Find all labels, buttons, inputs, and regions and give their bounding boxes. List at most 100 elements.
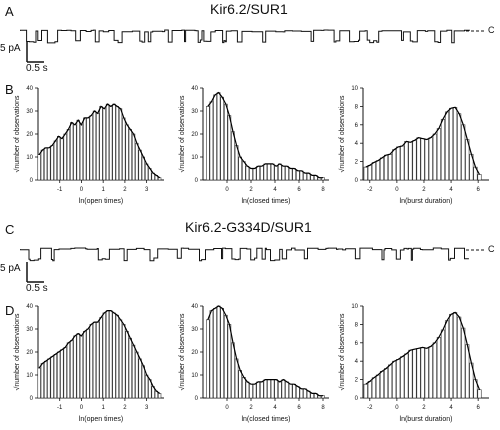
histogram-bar xyxy=(220,308,225,399)
histogram-bar xyxy=(73,124,77,181)
histogram-bar xyxy=(263,379,268,399)
scale-bar-c xyxy=(26,262,44,283)
histogram-bar xyxy=(50,356,54,399)
histogram-bar xyxy=(436,128,441,181)
y-tick-label: 20 xyxy=(26,350,33,356)
histogram-bar xyxy=(99,317,103,399)
histogram-bar xyxy=(292,383,296,399)
panel-label-a: A xyxy=(5,4,14,19)
histogram-bar xyxy=(242,161,246,181)
panel-label-b: B xyxy=(5,82,14,97)
x-tick-label: -1 xyxy=(57,405,63,411)
x-tick-label: 2 xyxy=(249,405,253,411)
histogram-bar xyxy=(105,310,110,399)
histogram-bar xyxy=(216,305,221,399)
histogram-bar xyxy=(135,351,139,399)
histogram-bar xyxy=(303,172,307,181)
x-tick-label: 4 xyxy=(449,187,453,193)
histogram-bar xyxy=(158,177,162,181)
x-axis-label: ln(burst duration) xyxy=(400,416,453,423)
histogram-bar xyxy=(440,329,445,399)
x-tick-label: 8 xyxy=(321,187,325,193)
histogram-bar xyxy=(144,374,149,399)
histogram-bar xyxy=(270,379,275,399)
histogram-bar xyxy=(131,133,136,181)
fit-curve xyxy=(207,305,323,397)
histogram-bar xyxy=(260,165,264,181)
histogram-bar xyxy=(109,106,113,181)
histogram-bar xyxy=(420,138,425,181)
histogram-bar xyxy=(278,381,282,399)
fit-curve xyxy=(365,311,481,390)
x-tick-label: 2 xyxy=(422,405,426,411)
histogram-bar xyxy=(60,138,64,181)
histogram-bar xyxy=(102,108,106,181)
histogram-bar xyxy=(141,365,145,399)
histogram-bar xyxy=(310,175,314,181)
histogram-bar xyxy=(281,379,286,399)
histogram-bar xyxy=(60,349,64,399)
histogram-bar xyxy=(73,335,77,399)
closed-level-marker: C xyxy=(488,244,495,254)
histogram-bar xyxy=(112,312,116,399)
y-axis-label: √number of observations xyxy=(178,313,186,390)
histogram-bar xyxy=(216,92,221,181)
y-tick-label: 30 xyxy=(26,327,33,333)
histogram-bar xyxy=(436,336,441,399)
histogram-bar xyxy=(92,110,97,181)
histogram-bar xyxy=(79,124,84,181)
y-tick-label: 0 xyxy=(195,396,199,402)
histogram-bar xyxy=(408,349,413,399)
y-tick-label: 40 xyxy=(26,304,33,310)
y-axis-label: √number of observations xyxy=(13,313,21,390)
y-tick-label: 10 xyxy=(191,373,198,379)
histogram-bar xyxy=(37,367,41,399)
histogram-bar xyxy=(296,170,300,181)
histogram-bar xyxy=(99,106,103,181)
histogram-bar xyxy=(238,156,243,181)
y-tick-label: 8 xyxy=(355,104,359,110)
x-tick-label: 6 xyxy=(297,187,301,193)
histogram-bar xyxy=(457,113,462,181)
histogram-bar xyxy=(213,308,217,399)
single-channel-trace-mutant xyxy=(20,247,484,262)
histogram-bar xyxy=(158,393,162,399)
x-tick-label: 2 xyxy=(123,405,127,411)
histogram-bar xyxy=(274,165,278,181)
histogram-bar xyxy=(209,310,214,399)
histogram-bar xyxy=(125,330,129,399)
histogram-bar xyxy=(96,112,100,181)
histogram-bar xyxy=(270,163,275,181)
histogram-bar xyxy=(263,163,268,181)
histogram-bar xyxy=(461,124,466,181)
histogram-bar xyxy=(57,351,61,399)
histogram-bar xyxy=(66,342,71,399)
x-tick-label: -2 xyxy=(367,405,373,411)
histogram-bar xyxy=(66,129,71,181)
histogram-bar xyxy=(238,370,243,399)
y-tick-label: 0 xyxy=(30,396,34,402)
x-tick-label: 2 xyxy=(422,187,426,193)
histogram-bar xyxy=(299,388,304,399)
x-tick-label: 3 xyxy=(145,187,149,193)
x-tick-label: 1 xyxy=(102,187,106,193)
histogram-bar xyxy=(205,319,210,399)
closed-level-marker: C xyxy=(488,25,495,35)
histogram-bar xyxy=(118,108,123,181)
histogram-bar xyxy=(288,383,293,399)
y-tick-label: 30 xyxy=(26,109,33,115)
histogram-bar xyxy=(281,165,286,181)
histogram-bar xyxy=(115,106,119,181)
x-axis-label: ln(closed times) xyxy=(241,416,290,423)
y-tick-label: 0 xyxy=(195,178,199,184)
histogram-bar xyxy=(392,149,397,181)
fit-curve xyxy=(207,91,323,179)
histogram-bar xyxy=(396,359,401,399)
y-tick-label: 20 xyxy=(191,132,198,138)
x-tick-label: 0 xyxy=(225,405,229,411)
y-tick-label: 40 xyxy=(191,86,198,92)
histogram-bar xyxy=(70,122,74,181)
y-tick-label: 10 xyxy=(191,155,198,161)
